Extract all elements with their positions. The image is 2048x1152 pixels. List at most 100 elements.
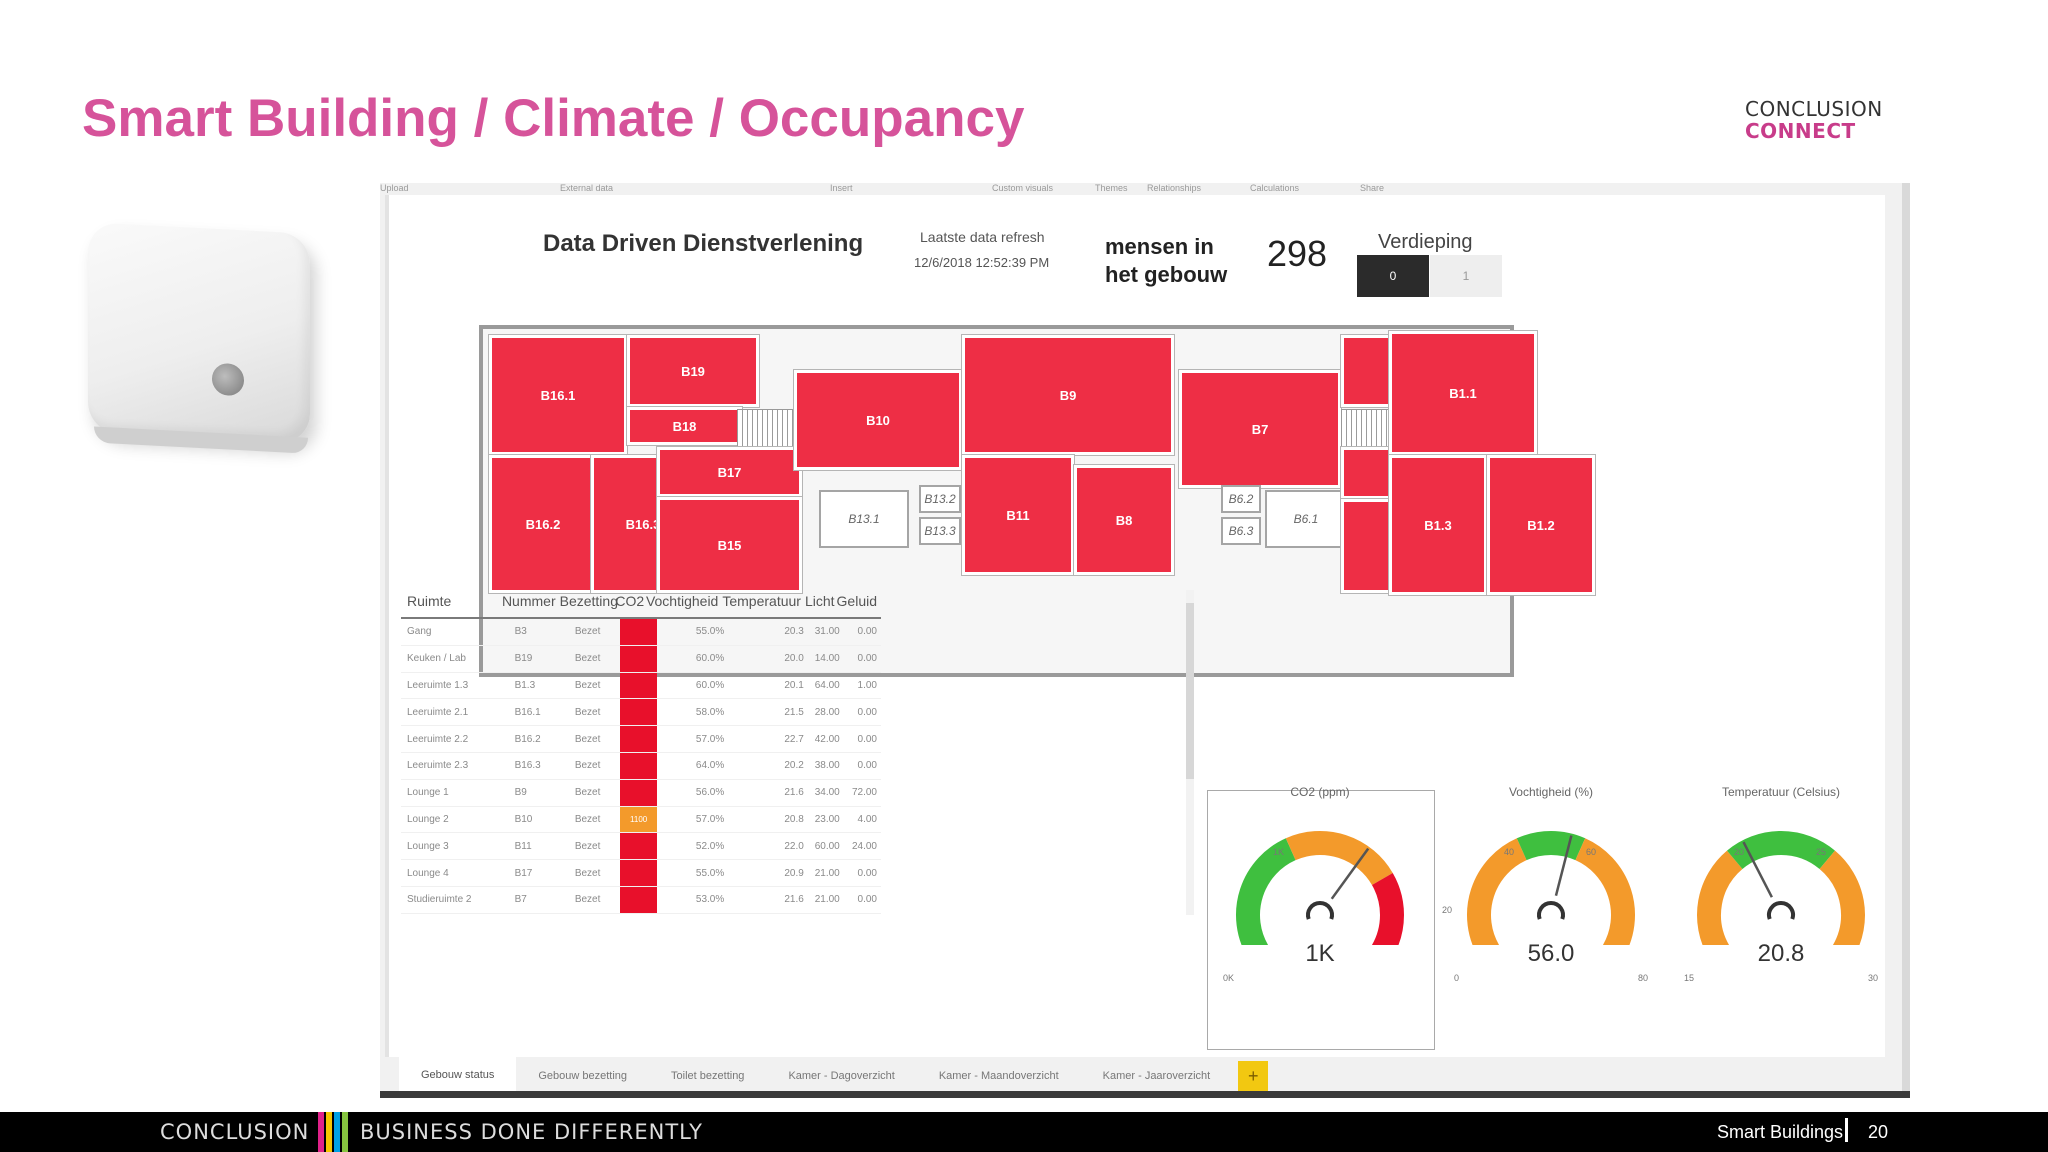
- cell-temperature: 22.0: [784, 840, 804, 852]
- cell-humidity: 64.0%: [695, 760, 725, 772]
- gauge-hub: [1306, 901, 1334, 920]
- gauge-dial: [1236, 831, 1404, 945]
- room-b18[interactable]: B18: [626, 406, 743, 446]
- gauge-tick-label: 25: [1816, 847, 1827, 857]
- cell-light: 23.00: [814, 813, 840, 825]
- table-row[interactable]: Lounge 3 B11 Bezet 52.0% 22.0 60.00 24.00: [401, 833, 881, 861]
- menu-item[interactable]: Custom visuals: [992, 183, 1054, 193]
- menu-item[interactable]: External data: [560, 183, 614, 193]
- room-b6-2[interactable]: B6.2: [1221, 485, 1261, 513]
- cell-sound: 0.00: [857, 733, 877, 745]
- gauge-tick-label: 60: [1586, 847, 1597, 857]
- gauge-needle: [1742, 841, 1773, 898]
- cell-light: 64.00: [814, 679, 840, 691]
- header-co2[interactable]: CO2: [615, 593, 645, 609]
- refresh-label: Laatste data refresh: [920, 229, 1045, 245]
- cell-occupancy: Bezet: [574, 867, 601, 879]
- room-b16-2[interactable]: B16.2: [488, 454, 598, 594]
- room-b19[interactable]: B19: [626, 334, 760, 408]
- table-row[interactable]: Lounge 1 B9 Bezet 56.0% 21.6 34.00 72.00: [401, 779, 881, 807]
- menu-item[interactable]: Themes: [1095, 183, 1128, 193]
- menu-item[interactable]: Upload: [380, 183, 409, 193]
- add-page-button[interactable]: +: [1238, 1061, 1269, 1091]
- gauge-focus-frame: [1207, 790, 1435, 1050]
- header-humidity[interactable]: Vochtigheid: [645, 593, 719, 609]
- menu-item[interactable]: Share: [1360, 183, 1385, 193]
- table-row[interactable]: Leeruimte 1.3 B1.3 Bezet 60.0% 20.1 64.00 1.00: [401, 672, 881, 700]
- header-light[interactable]: Licht: [804, 593, 835, 609]
- report-menu-strip: Upload External data Insert Custom visua…: [380, 183, 1902, 195]
- cell-sound: 0.00: [857, 760, 877, 772]
- room-b1-1[interactable]: B1.1: [1388, 330, 1538, 456]
- tab-kamer-maandoverzicht[interactable]: Kamer - Maandoverzicht: [938, 1070, 1059, 1082]
- room-b1-3[interactable]: B1.3: [1388, 454, 1488, 596]
- cell-temperature: 21.6: [784, 894, 804, 906]
- room-b16-1[interactable]: B16.1: [488, 334, 628, 456]
- gauge-band: [1285, 831, 1393, 886]
- gauge-2[interactable]: Temperatuur (Celsius) 20.8 15 30 20 25: [1676, 785, 1886, 1045]
- cell-number: B16.3: [514, 760, 541, 772]
- table-header: Ruimte Nummer Bezetting CO2 Vochtigheid …: [401, 585, 881, 619]
- gauge-tick-label: 1K: [1273, 847, 1285, 857]
- room-b17[interactable]: B17: [656, 446, 803, 498]
- header-occupancy[interactable]: Bezetting: [559, 593, 618, 609]
- menu-item[interactable]: Insert: [830, 183, 853, 193]
- cell-co2: [620, 645, 658, 672]
- cell-co2: [620, 619, 658, 645]
- cell-room: Studieruimte 2: [407, 894, 472, 906]
- gauge-1[interactable]: Vochtigheid (%) 56.0 0 80 40 60 20: [1442, 785, 1656, 1045]
- table-row[interactable]: Gang B3 Bezet 55.0% 20.3 31.00 0.00: [401, 619, 881, 646]
- cell-co2: [620, 726, 658, 752]
- header-temperature[interactable]: Temperatuur: [722, 593, 801, 609]
- table-row[interactable]: Leeruimte 2.3 B16.3 Bezet 64.0% 20.2 38.00 0.0…: [401, 752, 881, 780]
- cell-humidity: 53.0%: [695, 894, 725, 906]
- page-number: 20: [1868, 1122, 1889, 1142]
- tab-kamer-dagoverzicht[interactable]: Kamer - Dagoverzicht: [788, 1070, 895, 1082]
- cell-number: B11: [514, 840, 532, 852]
- cell-room: Leeruimte 1.3: [407, 679, 469, 691]
- room-b8[interactable]: B8: [1073, 464, 1175, 576]
- gauge-0[interactable]: CO2 (ppm) 1K 0K 1K: [1215, 785, 1425, 1045]
- tab-toilet-bezetting[interactable]: Toilet bezetting: [671, 1070, 745, 1082]
- sensor-device-led: [212, 362, 244, 397]
- room-b7[interactable]: B7: [1178, 369, 1342, 489]
- room-b6-1[interactable]: B6.1: [1265, 490, 1347, 548]
- gauge-title: CO2 (ppm): [1290, 785, 1350, 799]
- table-row[interactable]: Studieruimte 2 B7 Bezet 53.0% 21.6 21.00 0.00: [401, 886, 881, 914]
- tab-kamer-jaaroverzicht[interactable]: Kamer - Jaaroverzicht: [1102, 1070, 1211, 1082]
- cell-co2: [620, 779, 658, 806]
- room-b15[interactable]: B15: [656, 496, 803, 594]
- footer-tagline: BUSINESS DONE DIFFERENTLY: [360, 1120, 703, 1144]
- header-sound[interactable]: Geluid: [836, 593, 877, 609]
- tab-gebouw-status[interactable]: Gebouw status: [399, 1057, 517, 1095]
- table-row[interactable]: Lounge 2 B10 Bezet 1100 57.0% 20.8 23.00 4.00: [401, 806, 881, 834]
- menu-item[interactable]: Relationships: [1147, 183, 1202, 193]
- room-b1-2[interactable]: B1.2: [1486, 454, 1596, 596]
- cell-temperature: 20.0: [784, 653, 804, 665]
- footer-bar: CONCLUSION BUSINESS DONE DIFFERENTLY Sma…: [0, 1112, 2048, 1152]
- refresh-timestamp: 12/6/2018 12:52:39 PM: [914, 255, 1050, 270]
- tab-gebouw-bezetting[interactable]: Gebouw bezetting: [538, 1070, 628, 1082]
- room-b13-2[interactable]: B13.2: [919, 485, 961, 513]
- cell-number: B16.1: [514, 706, 541, 718]
- header-room[interactable]: Ruimte: [407, 593, 452, 609]
- report-page-tabs: Gebouw status Gebouw bezetting Toilet be…: [385, 1057, 1890, 1095]
- room-b10[interactable]: B10: [793, 369, 963, 471]
- footer-color-bar: [342, 1112, 348, 1152]
- table-row[interactable]: Lounge 4 B17 Bezet 55.0% 20.9 21.00 0.00: [401, 860, 881, 887]
- menu-item[interactable]: Calculations: [1250, 183, 1300, 193]
- room-b13-1[interactable]: B13.1: [819, 490, 909, 548]
- table-row[interactable]: Leeruimte 2.1 B16.1 Bezet 58.0% 21.5 28.00 0.0…: [401, 699, 881, 727]
- cell-occupancy: Bezet: [574, 894, 601, 906]
- gauge-dial: [1467, 831, 1635, 945]
- table-row[interactable]: Leeruimte 2.2 B16.2 Bezet 57.0% 22.7 42.00 0.0…: [401, 726, 881, 753]
- room-b13-3[interactable]: B13.3: [919, 517, 961, 545]
- room-b9[interactable]: B9: [961, 334, 1175, 456]
- room-b11[interactable]: B11: [961, 454, 1075, 576]
- floor-button-1[interactable]: 1: [1430, 255, 1502, 297]
- table-row[interactable]: Keuken / Lab B19 Bezet 60.0% 20.0 14.00 0.00: [401, 645, 881, 673]
- header-number[interactable]: Nummer: [501, 593, 556, 609]
- table-scrollbar-thumb[interactable]: [1186, 603, 1194, 779]
- floor-button-0[interactable]: 0: [1357, 255, 1429, 297]
- room-b6-3[interactable]: B6.3: [1221, 517, 1261, 545]
